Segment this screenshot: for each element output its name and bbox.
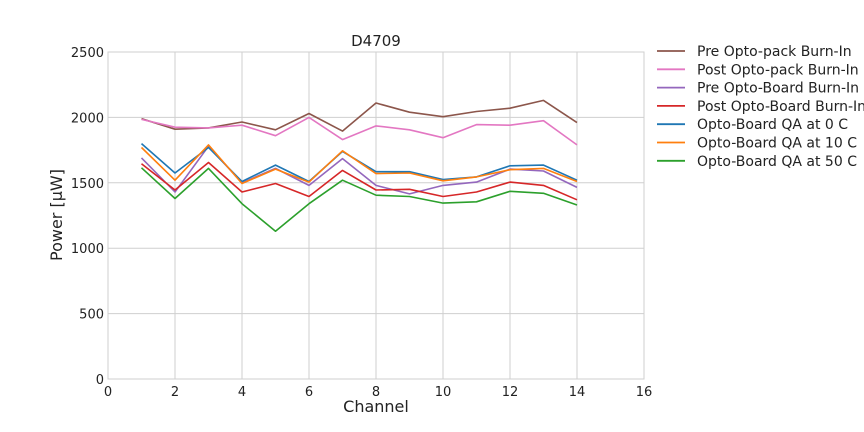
x-tick-label: 0: [104, 385, 112, 400]
y-tick-label: 1500: [71, 177, 104, 192]
series-line-1: [141, 99, 578, 132]
y-axis-label: Power [μW]: [47, 169, 66, 261]
legend-label: Opto-Board QA at 10 C: [697, 136, 857, 152]
x-tick-label: 6: [305, 385, 313, 400]
series-line-7: [140, 167, 578, 232]
legend-label: Post Opto-pack Burn-In: [697, 62, 859, 78]
legend: Pre Opto-pack Burn-In Post Opto-pack Burn…: [657, 44, 864, 170]
x-tick-label: 4: [238, 385, 246, 400]
x-tick-label: 14: [569, 385, 586, 400]
legend-label: Pre Opto-pack Burn-In: [697, 44, 852, 60]
legend-label: Pre Opto-Board Burn-In: [697, 81, 859, 97]
y-tick-label: 500: [79, 308, 104, 323]
x-tick-label: 2: [171, 385, 179, 400]
x-tick-label: 10: [435, 385, 452, 400]
plot-frame: [107, 51, 645, 380]
x-tick-label: 12: [502, 385, 519, 400]
x-axis-label: Channel: [343, 397, 409, 416]
y-tick-label: 2500: [71, 46, 104, 61]
series-line-2: [141, 116, 578, 146]
y-tick-labels: 0 500 1000 1500 2000 2500: [71, 46, 104, 388]
series-line-4: [141, 161, 578, 201]
y-tick-label: 0: [96, 373, 104, 388]
series-lines: [140, 99, 578, 232]
y-tick-label: 2000: [71, 111, 104, 126]
x-tick-label: 8: [372, 385, 380, 400]
legend-label: Opto-Board QA at 0 C: [697, 117, 848, 133]
y-tick-label: 1000: [71, 242, 104, 257]
grid: [107, 51, 645, 380]
x-tick-label: 16: [636, 385, 653, 400]
chart-title: D4709: [351, 32, 401, 50]
series-line-6: [140, 144, 578, 185]
legend-label: Opto-Board QA at 50 C: [697, 154, 857, 170]
legend-label: Post Opto-Board Burn-In: [697, 99, 864, 115]
x-tick-labels: 0 2 4 6 8 10 12 14 16: [104, 385, 652, 400]
